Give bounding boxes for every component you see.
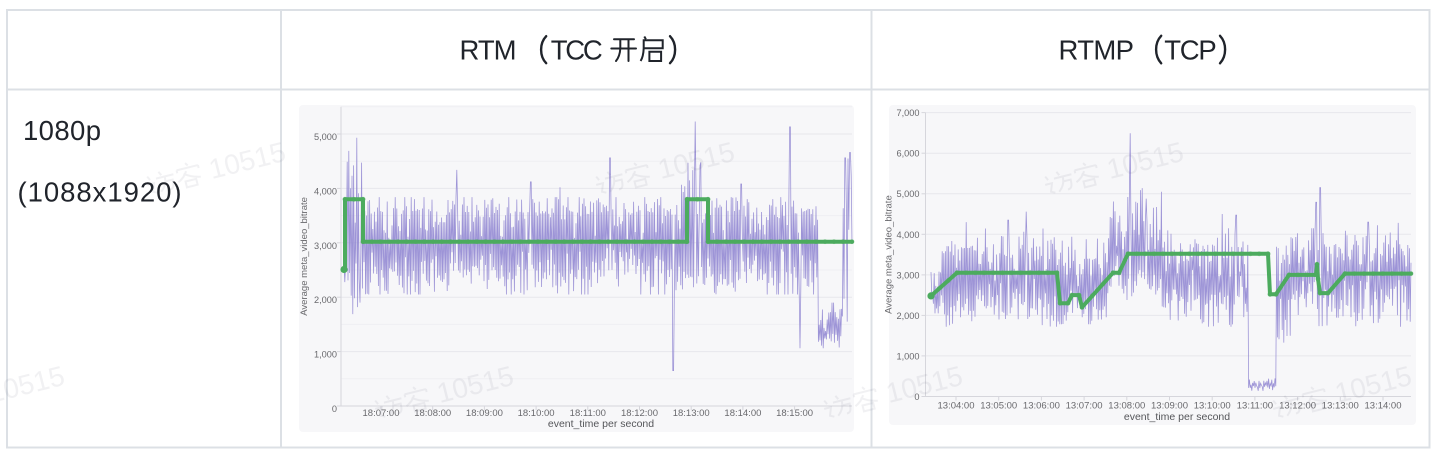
svg-text:13:10:00: 13:10:00 <box>1194 401 1231 412</box>
svg-text:0: 0 <box>914 392 919 402</box>
svg-text:(1088x1920): (1088x1920) <box>18 177 182 208</box>
svg-text:0: 0 <box>332 404 337 414</box>
svg-text:Average meta_video_bitrate: Average meta_video_bitrate <box>299 197 310 316</box>
svg-text:4,000: 4,000 <box>314 186 337 196</box>
svg-text:6,000: 6,000 <box>897 149 920 159</box>
svg-text:18:10:00: 18:10:00 <box>518 408 555 419</box>
svg-text:18:13:00: 18:13:00 <box>673 408 710 419</box>
svg-text:18:09:00: 18:09:00 <box>466 408 503 419</box>
svg-text:2,000: 2,000 <box>314 295 337 305</box>
svg-text:7,000: 7,000 <box>897 108 920 118</box>
svg-text:13:07:00: 13:07:00 <box>1066 401 1103 412</box>
svg-text:13:11:00: 13:11:00 <box>1237 401 1273 412</box>
svg-text:18:08:00: 18:08:00 <box>414 408 451 419</box>
svg-text:13:04:00: 13:04:00 <box>938 401 975 412</box>
svg-text:event_time per second: event_time per second <box>1124 411 1230 423</box>
svg-text:1080p: 1080p <box>23 115 101 146</box>
svg-text:13:09:00: 13:09:00 <box>1151 401 1188 412</box>
svg-text:18:12:00: 18:12:00 <box>621 408 658 419</box>
svg-text:10515: 10515 <box>206 136 289 185</box>
svg-text:18:11:00: 18:11:00 <box>570 408 606 419</box>
svg-text:4,000: 4,000 <box>897 230 920 240</box>
svg-text:18:07:00: 18:07:00 <box>363 408 400 419</box>
svg-text:18:15:00: 18:15:00 <box>776 408 813 419</box>
svg-text:1,000: 1,000 <box>314 350 337 360</box>
svg-text:10515: 10515 <box>0 360 68 409</box>
svg-text:18:14:00: 18:14:00 <box>724 408 761 419</box>
svg-text:2,000: 2,000 <box>897 311 920 321</box>
svg-text:1,000: 1,000 <box>897 351 920 361</box>
svg-text:TCP: TCP <box>1164 35 1217 66</box>
svg-text:13:05:00: 13:05:00 <box>980 401 1017 412</box>
svg-text:RTM: RTM <box>460 35 517 66</box>
svg-text:RTMP: RTMP <box>1059 35 1135 66</box>
svg-text:5,000: 5,000 <box>314 132 337 142</box>
svg-text:13:13:00: 13:13:00 <box>1322 401 1359 412</box>
svg-text:13:12:00: 13:12:00 <box>1279 401 1316 412</box>
svg-text:13:14:00: 13:14:00 <box>1365 401 1402 412</box>
svg-text:5,000: 5,000 <box>897 189 920 199</box>
svg-text:event_time per second: event_time per second <box>548 418 654 430</box>
svg-text:3,000: 3,000 <box>314 241 337 251</box>
svg-text:TCC: TCC <box>551 35 603 66</box>
svg-text:13:08:00: 13:08:00 <box>1108 401 1145 412</box>
svg-text:13:06:00: 13:06:00 <box>1023 401 1060 412</box>
svg-text:3,000: 3,000 <box>897 270 920 280</box>
svg-text:Average meta_video_bitrate: Average meta_video_bitrate <box>884 195 895 314</box>
